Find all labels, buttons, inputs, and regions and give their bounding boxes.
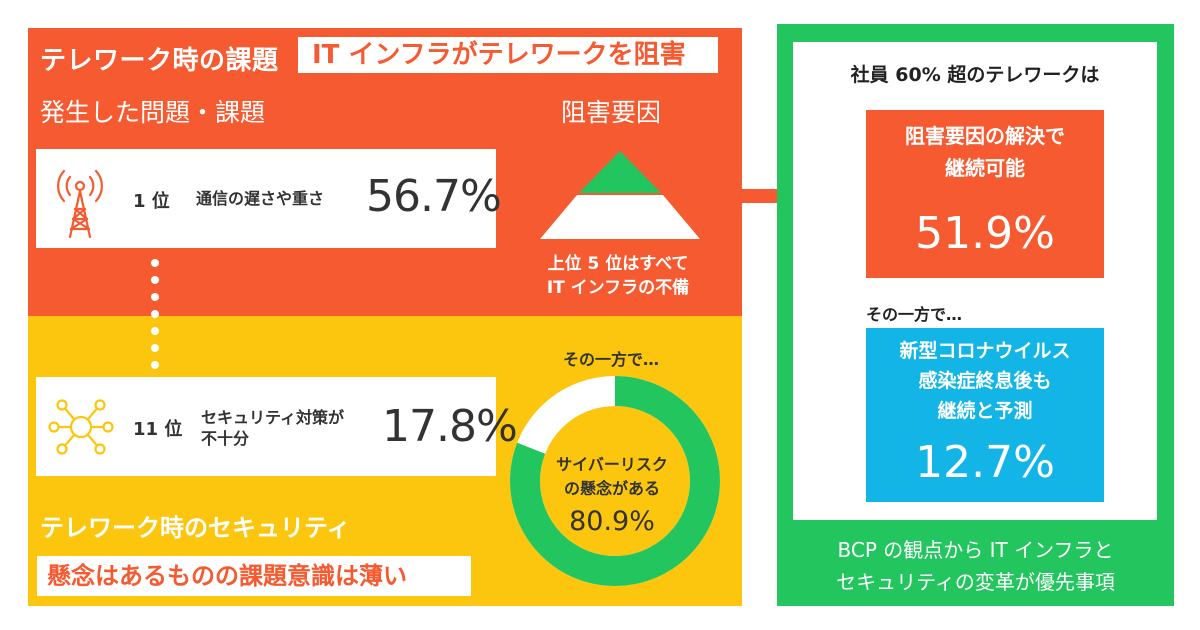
solvable-text-line2: 継続可能	[945, 156, 1025, 180]
continue-text-line3: 継続と予測	[937, 400, 1033, 422]
security-title: テレワーク時のセキュリティ	[40, 514, 351, 542]
telework-issues-title: テレワーク時の課題	[40, 46, 279, 76]
pyramid-caption-line2: IT インフラの不備	[546, 278, 690, 298]
rank-description: 通信の遅さや重さ	[196, 189, 325, 208]
continue-box	[866, 328, 1104, 502]
telework-60-heading: 社員 60% 超のテレワークは	[850, 64, 1100, 86]
it-headline: IT インフラがテレワークを阻害	[298, 37, 718, 73]
rank-description-line2: 不十分	[201, 429, 250, 448]
donut-chart	[510, 376, 720, 586]
donut-label-line1: サイバーリスク	[556, 455, 668, 474]
donut-label-line2: の懸念がある	[563, 479, 660, 498]
connector-dot	[151, 293, 159, 301]
network-nodes-icon	[48, 399, 114, 455]
concern-headline: 懸念はあるものの課題意識は薄い	[37, 556, 471, 596]
connector-dot	[151, 259, 159, 267]
radio-tower-icon	[57, 169, 103, 239]
rank-description: セキュリティ対策が	[201, 408, 345, 427]
pyramid-graphic	[540, 151, 700, 239]
rank-label: 11 位	[133, 419, 183, 440]
factors-heading: 阻害要因	[561, 98, 662, 127]
solvable-value: 51.9%	[915, 208, 1055, 259]
continue-text-line1: 新型コロナウイルス	[899, 340, 1071, 362]
problems-heading: 発生した問題・課題	[40, 98, 266, 127]
connector-dot	[151, 310, 159, 318]
rank-value: 56.7%	[366, 171, 502, 222]
rank-card-11: 11 位 セキュリティ対策が 不十分 17.8%	[36, 377, 518, 476]
continue-text-line2: 感染症終息後も	[918, 370, 1052, 392]
conclusion-text-line2: セキュリティの変革が優先事項	[836, 570, 1115, 594]
rank-value: 17.8%	[382, 401, 518, 452]
donut-label: サイバーリスク の懸念がある	[522, 453, 702, 501]
continue-text: 新型コロナウイルス 感染症終息後も 継続と予測	[866, 336, 1104, 426]
solvable-box	[866, 110, 1104, 278]
donut-segment	[510, 376, 720, 586]
rank-card-1: 1 位 通信の遅さや重さ 56.7%	[36, 149, 502, 248]
connector-dot	[151, 361, 159, 369]
pyramid-top	[579, 151, 661, 193]
continue-value: 12.7%	[915, 437, 1055, 488]
connector-dot	[151, 344, 159, 352]
donut-value: 80.9%	[569, 506, 655, 537]
solvable-text-line1: 阻害要因の解決で	[905, 124, 1065, 148]
connector-dot	[151, 276, 159, 284]
pyramid-caption-line1: 上位 5 位はすべて	[547, 254, 689, 274]
conclusion-text-line1: BCP の観点から IT インフラと	[837, 538, 1114, 562]
solvable-text: 阻害要因の解決で 継続可能	[866, 120, 1104, 184]
rank-label: 1 位	[133, 191, 170, 212]
pyramid-base	[540, 195, 700, 239]
conclusion-text: BCP の観点から IT インフラと セキュリティの変革が優先事項	[777, 534, 1174, 598]
on-the-other-hand-label: その一方で…	[866, 305, 963, 324]
pyramid-caption: 上位 5 位はすべて IT インフラの不備	[518, 252, 718, 300]
on-the-other-hand-label: その一方で…	[563, 350, 660, 369]
connector-dot	[151, 327, 159, 335]
